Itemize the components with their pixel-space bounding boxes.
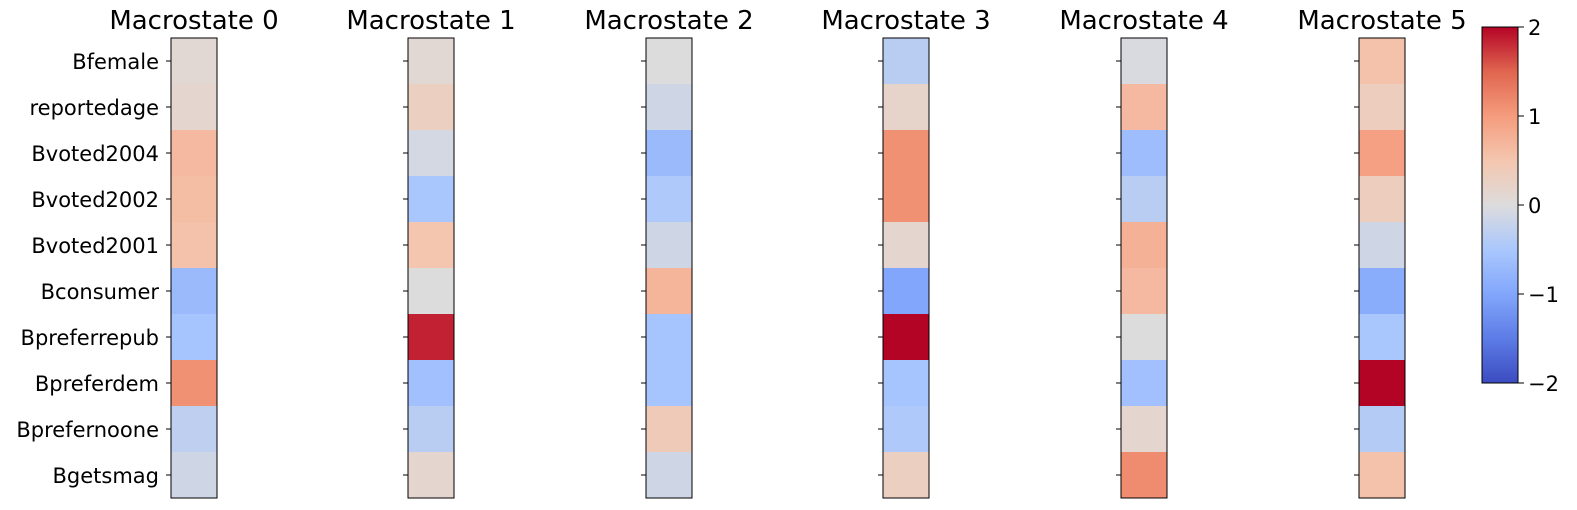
- colorbar-gradient: [1481, 26, 1519, 384]
- heatmap-cell: [171, 84, 217, 130]
- heatmap-cell: [171, 222, 217, 268]
- panel-title: Macrostate 1: [346, 6, 515, 36]
- heatmap-cell: [1359, 84, 1405, 130]
- heatmap-cell: [408, 130, 454, 176]
- row-label: reportedage: [29, 96, 159, 120]
- heatmap-cell: [1121, 406, 1167, 452]
- heatmap-cell: [1359, 268, 1405, 314]
- panel-frame: [170, 37, 218, 499]
- panel-title: Macrostate 5: [1297, 6, 1466, 36]
- heatmap-panel-5: Macrostate 5: [1297, 6, 1467, 499]
- heatmap-cell: [408, 452, 454, 498]
- heatmap-cell: [1359, 406, 1405, 452]
- row-label: Bfemale: [72, 50, 159, 74]
- heatmap-cell: [408, 38, 454, 84]
- colorbar-tick-label: −2: [1528, 372, 1559, 396]
- row-label: Bconsumer: [41, 280, 160, 304]
- heatmap-cell: [408, 84, 454, 130]
- heatmap-panel-4: Macrostate 4: [1059, 6, 1229, 499]
- heatmap-cell: [1121, 360, 1167, 406]
- heatmap-cell: [171, 360, 217, 406]
- heatmap-cell: [646, 84, 692, 130]
- heatmap-cell: [171, 314, 217, 360]
- heatmap-cell: [1121, 452, 1167, 498]
- row-label: Bprefernoone: [16, 418, 159, 442]
- row-labels: Bfemale reportedage Bvoted2004 Bvoted2002 Bv…: [16, 50, 159, 488]
- panel-frame: [645, 37, 693, 499]
- heatmap-cell: [646, 314, 692, 360]
- panel-frame: [407, 37, 455, 499]
- heatmap-cell: [171, 130, 217, 176]
- heatmap-cell: [408, 222, 454, 268]
- heatmap-cell: [171, 406, 217, 452]
- row-label: Bgetsmag: [53, 464, 160, 488]
- heatmap-cell: [1359, 130, 1405, 176]
- heatmap-cell: [646, 222, 692, 268]
- row-label: Bvoted2001: [31, 234, 159, 258]
- heatmap-cell: [646, 406, 692, 452]
- heatmap-cell: [171, 38, 217, 84]
- heatmap-cell: [1121, 84, 1167, 130]
- heatmap-cell: [408, 406, 454, 452]
- heatmap-cell: [646, 130, 692, 176]
- heatmap-cell: [408, 268, 454, 314]
- row-label: Bpreferdem: [35, 372, 159, 396]
- heatmap-cell: [1121, 176, 1167, 222]
- row-label: Bvoted2004: [31, 142, 159, 166]
- heatmap-cell: [408, 314, 454, 360]
- heatmap-cell: [883, 222, 929, 268]
- heatmap-cell: [1359, 176, 1405, 222]
- heatmap-cell: [1359, 452, 1405, 498]
- heatmap-cell: [1121, 38, 1167, 84]
- colorbar: 2 1 0 −1 −2: [1481, 16, 1559, 396]
- heatmap-cell: [171, 176, 217, 222]
- heatmap-panel-1: Macrostate 1: [346, 6, 516, 499]
- heatmap-cell: [1121, 314, 1167, 360]
- heatmap-cell: [883, 452, 929, 498]
- panel-frame: [1120, 37, 1168, 499]
- panel-frame: [882, 37, 930, 499]
- heatmap-cell: [646, 176, 692, 222]
- heatmap-cell: [883, 268, 929, 314]
- heatmap-panel-3: Macrostate 3: [821, 6, 991, 499]
- row-label: Bvoted2002: [31, 188, 159, 212]
- heatmap-panel-0: Macrostate 0: [109, 6, 279, 499]
- heatmap-cell: [1121, 222, 1167, 268]
- colorbar-tick-label: −1: [1528, 283, 1559, 307]
- heatmap-cell: [171, 268, 217, 314]
- heatmap-cell: [1121, 268, 1167, 314]
- heatmap-panel-2: Macrostate 2: [584, 6, 754, 499]
- colorbar-tick-label: 1: [1528, 105, 1541, 129]
- heatmap-panels: Macrostate 0 Macrostate 1 Macrostate 2 Macr…: [109, 6, 1467, 499]
- heatmap-cell: [646, 268, 692, 314]
- heatmap-cell: [646, 38, 692, 84]
- heatmap-cell: [408, 176, 454, 222]
- panel-frame: [1358, 37, 1406, 499]
- heatmap-cell: [1359, 360, 1405, 406]
- row-label: Bpreferrepub: [21, 326, 159, 350]
- heatmap-cell: [1121, 130, 1167, 176]
- heatmap-cell: [1359, 314, 1405, 360]
- heatmap-cell: [883, 360, 929, 406]
- heatmap-cell: [883, 176, 929, 222]
- heatmap-cell: [883, 314, 929, 360]
- heatmap-cell: [883, 38, 929, 84]
- heatmap-cell: [408, 360, 454, 406]
- heatmap-cell: [1359, 38, 1405, 84]
- colorbar-tick-label: 0: [1528, 194, 1541, 218]
- colorbar-ticks: 2 1 0 −1 −2: [1518, 16, 1559, 396]
- panel-title: Macrostate 0: [109, 6, 278, 36]
- heatmap-cell: [883, 406, 929, 452]
- panel-title: Macrostate 2: [584, 6, 753, 36]
- panel-title: Macrostate 3: [821, 6, 990, 36]
- heatmap-cell: [883, 84, 929, 130]
- heatmap-cell: [171, 452, 217, 498]
- heatmap-cell: [646, 360, 692, 406]
- heatmap-cell: [646, 452, 692, 498]
- heatmap-cell: [883, 130, 929, 176]
- panel-title: Macrostate 4: [1059, 6, 1228, 36]
- heatmap-cell: [1359, 222, 1405, 268]
- colorbar-tick-label: 2: [1528, 16, 1541, 40]
